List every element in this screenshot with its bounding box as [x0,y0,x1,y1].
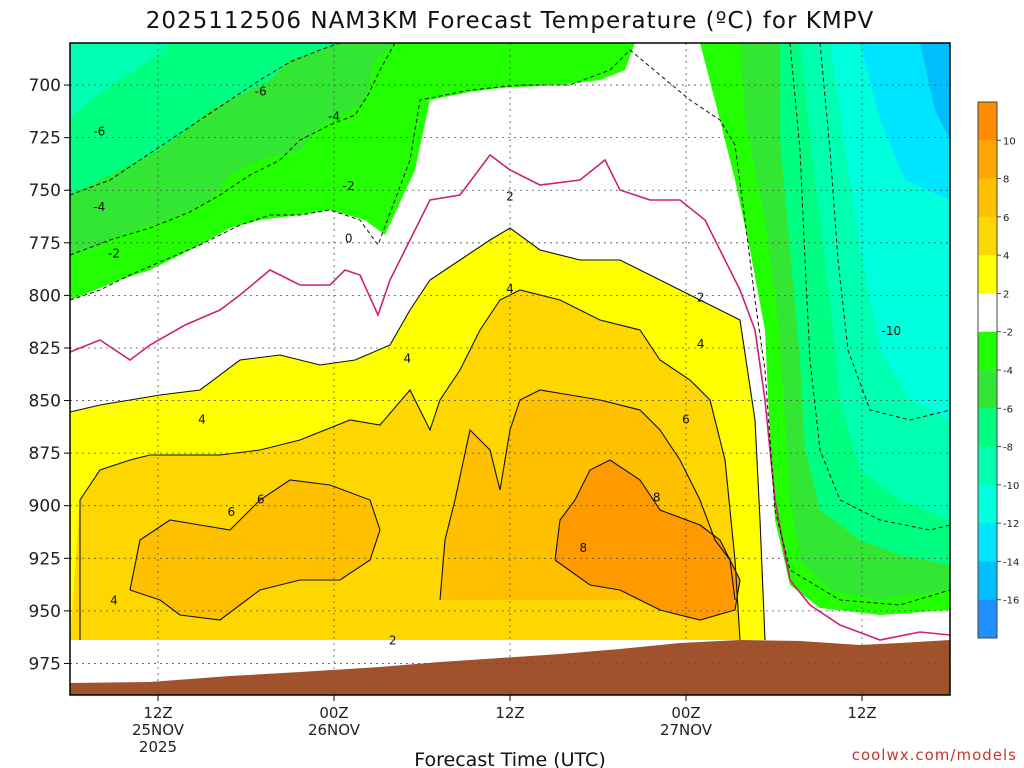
colorbar-swatch [978,140,997,180]
y-tick-label: 800 [29,286,61,306]
y-tick-label: 775 [29,234,61,254]
contour-plus2 [69,227,766,641]
contour-label: 8 [580,541,588,555]
colorbar-tick-label: 6 [1003,213,1009,224]
colorbar-tick-label: 10 [1003,136,1016,147]
contour-label: -4 [93,200,105,214]
site-credit: coolwx.com/models [852,746,1017,764]
y-tick-label: 725 [29,129,61,149]
fill-region-minus16 [920,43,950,140]
colorbar: 10 8 6 4 2 -2 -4 -6 -8 -10 -12 -14 -16 [977,101,1019,639]
contour-minus4 [69,42,396,256]
contour-label: -6 [93,124,105,138]
contour-plus4 [79,289,741,641]
colorbar-swatch [978,178,997,218]
contour-minus10 [819,42,951,421]
contour-label: 0 [345,232,353,246]
x-tick-label: 12Z [847,704,876,722]
contour-label: -2 [108,246,120,260]
chart-title: 2025112506 NAM3KM Forecast Temperature (… [146,8,875,34]
contour-minus6 [69,42,341,196]
colorbar-swatch [978,446,997,486]
colorbar-swatch [978,331,997,371]
y-tick-label: 700 [29,76,61,96]
contour-label: 4 [110,593,118,607]
colorbar-tick-label: 8 [1003,175,1009,186]
grid-lines [70,43,950,695]
y-tick-label: 975 [29,654,61,674]
colorbar-swatch [978,102,997,141]
contour-label-layer: -6 -6 -4 -4 -2 -2 0 2 4 2 4 -10 4 4 6 6 6 8 8 4 2 [93,84,902,647]
contour-label: 2 [697,290,705,304]
contour-plus6 [129,479,381,621]
colorbar-tick-label: -4 [1003,366,1013,377]
colorbar-swatch [978,255,997,294]
colorbar-tick-label: 2 [1003,289,1009,300]
x-axis-label: Forecast Time (UTC) [414,749,605,768]
y-tick-label: 925 [29,549,61,569]
contour-label: -4 [328,110,340,124]
fill-region-minus10-left [70,43,170,120]
colorbar-tick-label: -8 [1003,443,1013,454]
contour-plus6-center [439,389,736,601]
colorbar-tick-label: -2 [1003,328,1013,339]
colorbar-swatch [978,370,997,409]
contour-label: 8 [653,490,661,504]
x-tick-label: 00Z [319,704,348,722]
y-tick-label: 750 [29,181,61,201]
x-tick-label: 2025 [139,738,177,756]
colorbar-tick-label: 4 [1003,251,1009,262]
contour-label: 4 [506,282,514,296]
colorbar-swatch [978,408,997,448]
colorbar-tick-label: -6 [1003,404,1013,415]
colorbar-swatch [978,561,997,601]
fill-region-6to8 [130,480,380,620]
x-tick-label: 12Z [143,704,172,722]
fill-region-8to10 [555,460,740,620]
y-axis: 700 725 750 775 800 825 850 875 900 925 950 975 [29,76,70,674]
contour-label: -2 [343,179,355,193]
y-tick-label: 900 [29,497,61,517]
colorbar-swatch [978,484,997,524]
colorbar-swatch [978,293,997,333]
contour-label: 4 [198,412,206,426]
colorbar-tick-label: -12 [1003,519,1019,530]
colorbar-tick-label: -10 [1003,481,1019,492]
contour-label: 4 [697,337,705,351]
contour-plus8 [554,459,741,621]
x-tick-label: 25NOV [132,721,185,739]
x-tick-label: 00Z [671,704,700,722]
contour-label: 2 [389,633,397,647]
x-tick-label: 27NOV [660,721,713,739]
fill-region-minus8-left [70,43,340,195]
contour-label: 6 [257,492,265,506]
colorbar-swatch [978,216,997,256]
fill-region-minus14 [860,43,950,200]
contour-label: 2 [506,190,514,204]
colorbar-swatch [978,523,997,562]
contour-label: -6 [255,84,267,98]
x-tick-label: 26NOV [308,721,361,739]
colorbar-tick-label: -16 [1003,596,1019,607]
contour-label: 6 [228,505,236,519]
y-tick-label: 875 [29,444,61,464]
contour-label: 6 [682,412,690,426]
contour-minus8 [789,42,951,531]
contour-label: -10 [882,324,902,338]
colorbar-tick-label: -14 [1003,557,1019,568]
y-tick-label: 950 [29,602,61,622]
colorbar-swatch [978,599,997,639]
y-tick-label: 850 [29,392,61,412]
x-tick-label: 12Z [495,704,524,722]
contour-label: 4 [404,351,412,365]
y-tick-label: 825 [29,339,61,359]
